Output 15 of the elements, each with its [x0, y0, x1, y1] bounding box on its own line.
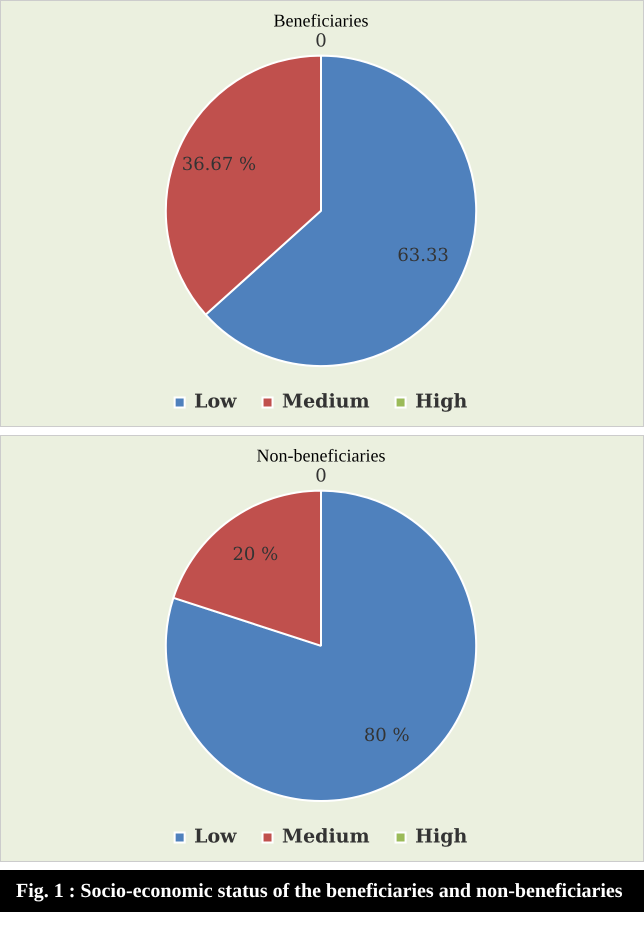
text: 0: [315, 30, 327, 52]
legend-label: Medium: [282, 390, 370, 412]
data-label: 63.33: [397, 244, 449, 266]
caption: Fig. 1 : Socio-economic status of the beneficiaries and non-beneficiaries: [0, 870, 644, 912]
data-label: 36.67 %: [182, 154, 256, 176]
legend-label: High: [415, 390, 468, 412]
text: 0: [315, 465, 327, 486]
legend-label: Medium: [282, 825, 370, 848]
legend-label: Low: [194, 825, 238, 848]
chart-title: Beneficiaries: [274, 10, 368, 31]
chart-title: Non-beneficiaries: [256, 446, 386, 466]
legend-label: Low: [194, 390, 238, 412]
data-label: 80 %: [364, 724, 410, 746]
legend-label: High: [415, 825, 468, 848]
data-label: 20 %: [232, 544, 278, 566]
